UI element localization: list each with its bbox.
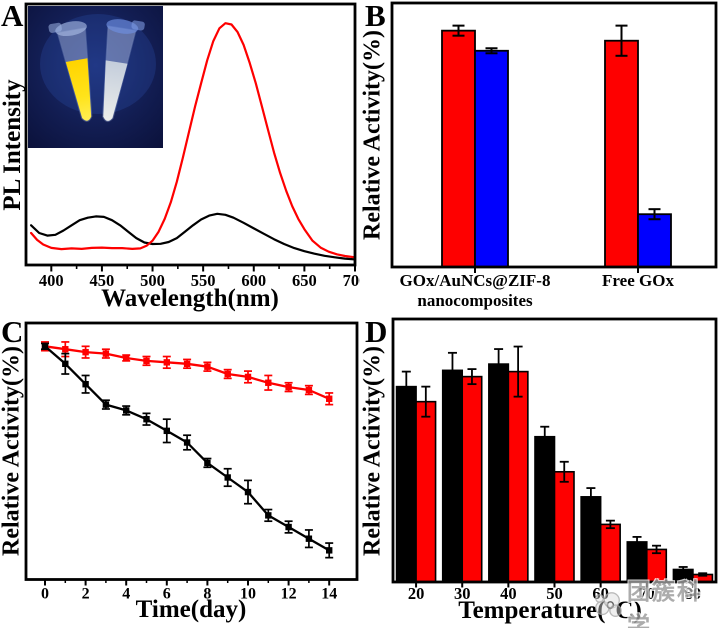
svg-text:80: 80 [685,584,702,603]
svg-text:550: 550 [191,271,216,290]
panel-a-letter: A [1,0,24,33]
panel-d-plot: 20 30 40 50 60 70 80 [391,317,718,603]
svg-text:6: 6 [163,586,171,603]
svg-text:50: 50 [546,584,563,603]
svg-text:14: 14 [321,586,337,603]
panel-b-plot [390,1,718,273]
panel-b-y-axis-title: Relative Activity(%) [359,30,386,240]
svg-text:30: 30 [454,584,471,603]
category-label-free-gox: Free GOx [602,271,674,290]
panel-c-plot: 0 2 4 6 8 10 12 14 [24,321,359,603]
panel-c-y-axis-title: Relative Activity(%) [0,346,25,556]
svg-text:700: 700 [343,271,360,290]
uv-photo-inset [28,6,163,148]
panel-d: 20 30 40 50 60 70 80 D Relative Activity(%) Te… [360,314,721,628]
svg-text:40: 40 [500,584,517,603]
svg-text:400: 400 [39,271,64,290]
svg-text:10: 10 [240,586,256,603]
svg-text:4: 4 [122,586,130,603]
svg-text:2: 2 [82,586,90,603]
right-tube-white [102,19,145,123]
panel-c: 0 2 4 6 8 10 12 14 C Relative Activity(%) Time(… [0,314,360,628]
panel-a: 400 450 500 550 600 650 700 A PL Intensity Wav… [0,0,360,314]
panel-a-plot: 400 450 500 550 600 650 700 [24,2,360,290]
svg-text:500: 500 [140,271,165,290]
svg-text:20: 20 [408,584,425,603]
panel-c-letter: C [1,314,24,349]
left-tube-yellow [48,21,93,122]
svg-text:450: 450 [90,271,115,290]
panel-b-letter: B [365,0,386,33]
svg-text:8: 8 [203,586,211,603]
svg-text:600: 600 [241,271,266,290]
svg-text:0: 0 [41,586,49,603]
svg-text:70: 70 [639,584,656,603]
panel-c-x-axis-title: Time(day) [135,596,247,623]
svg-text:650: 650 [292,271,317,290]
uv-glow [40,14,156,114]
svg-text:12: 12 [281,586,297,603]
panel-a-y-axis-title: PL Intensity [0,79,26,211]
category-label-nanocomposites-line2: nanocomposites [417,291,533,310]
panel-d-y-axis-title: Relative Activity(%) [359,346,386,556]
panel-a-x-axis-title: Wavelength(nm) [101,285,279,312]
category-label-nanocomposites-line1: GOx/AuNCs@ZIF-8 [399,271,551,290]
panel-d-letter: D [365,314,388,349]
panel-b: B Relative Activity(%) GOx/AuNCs@ZIF-8 n… [360,0,721,314]
panel-d-x-axis-title: Temperature(°C) [458,597,642,624]
